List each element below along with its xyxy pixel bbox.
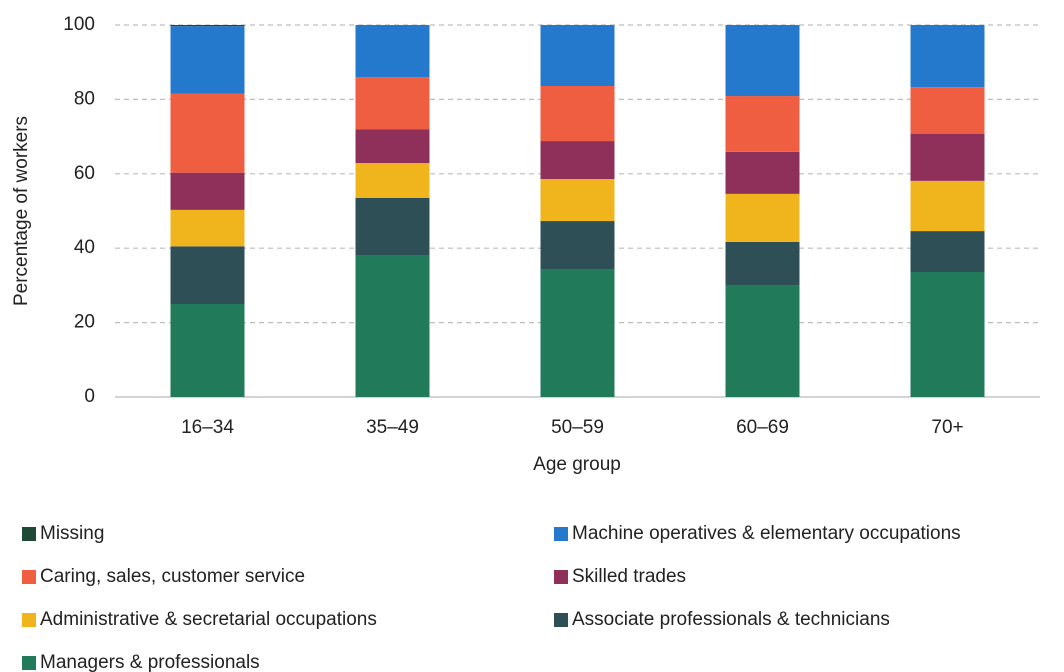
- legend-swatch: [22, 570, 36, 584]
- legend-swatch: [22, 613, 36, 627]
- x-tick-label: 50–59: [551, 417, 604, 438]
- y-tick-label: 20: [74, 312, 95, 333]
- bar-segment: [170, 25, 245, 27]
- x-tick-label: 16–34: [181, 417, 234, 438]
- x-tick-label: 60–69: [736, 417, 789, 438]
- x-axis-title: Age group: [533, 454, 621, 475]
- bar-segment: [725, 241, 800, 286]
- bar-segment: [170, 172, 245, 210]
- legend-label: Associate professionals & technicians: [572, 609, 890, 630]
- bar-segment: [355, 129, 430, 164]
- legend-swatch: [554, 570, 568, 584]
- legend-label: Missing: [40, 523, 104, 544]
- y-tick-label: 100: [63, 14, 95, 35]
- bar-segment: [910, 272, 985, 397]
- y-tick-label: 40: [74, 237, 95, 258]
- legend-label: Skilled trades: [572, 566, 686, 587]
- bar-segment: [725, 25, 800, 97]
- bar-segment: [910, 180, 985, 232]
- bar-segment: [170, 26, 245, 94]
- legend-swatch: [554, 527, 568, 541]
- bar-segment: [540, 269, 615, 397]
- bar-segment: [910, 231, 985, 273]
- bar-segment: [540, 221, 615, 270]
- legend-swatch: [22, 656, 36, 670]
- bar-segment: [170, 246, 245, 304]
- bar-segment: [355, 25, 430, 78]
- bar-segment: [725, 285, 800, 397]
- x-tick-label: 35–49: [366, 417, 419, 438]
- y-tick-label: 60: [74, 163, 95, 184]
- legend-label: Machine operatives & elementary occupati…: [572, 523, 961, 544]
- y-tick-label: 0: [84, 386, 95, 407]
- bar-segment: [540, 86, 615, 142]
- bar-segment: [355, 163, 430, 198]
- bar-segment: [910, 87, 985, 134]
- x-tick-label: 70+: [931, 417, 963, 438]
- bar-segment: [355, 255, 430, 397]
- bar-segment: [725, 151, 800, 194]
- bar-segment: [170, 304, 245, 397]
- bar-segment: [910, 133, 985, 181]
- bar-segment: [725, 193, 800, 242]
- bar-segment: [725, 96, 800, 152]
- bar-segment: [170, 93, 245, 173]
- bar-segment: [170, 209, 245, 247]
- legend-label: Caring, sales, customer service: [40, 566, 305, 587]
- bar-segment: [540, 141, 615, 180]
- y-tick-label: 80: [74, 88, 95, 109]
- legend-label: Administrative & secretarial occupations: [40, 609, 377, 630]
- bar-segment: [540, 25, 615, 87]
- legend-swatch: [22, 527, 36, 541]
- bar-segment: [910, 25, 985, 88]
- legend-swatch: [554, 613, 568, 627]
- legend-label: Managers & professionals: [40, 652, 260, 672]
- bar-segment: [355, 197, 430, 256]
- bar-segment: [355, 77, 430, 130]
- y-axis-title: Percentage of workers: [11, 116, 32, 306]
- bar-segment: [540, 179, 615, 222]
